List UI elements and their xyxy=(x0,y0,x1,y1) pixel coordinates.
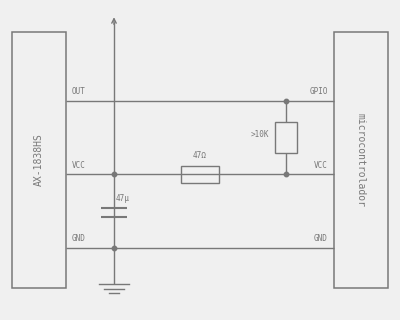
Text: GND: GND xyxy=(72,234,86,243)
Text: AX-1838HS: AX-1838HS xyxy=(34,133,44,187)
Text: VCC: VCC xyxy=(72,161,86,170)
Text: GND: GND xyxy=(314,234,328,243)
Bar xyxy=(12,32,66,288)
Text: GPIO: GPIO xyxy=(310,87,328,96)
Text: OUT: OUT xyxy=(72,87,86,96)
Text: VCC: VCC xyxy=(314,161,328,170)
Bar xyxy=(334,32,388,288)
Bar xyxy=(181,166,219,183)
Text: microcontrolador: microcontrolador xyxy=(356,113,366,207)
Bar xyxy=(275,123,297,153)
Text: 47μ: 47μ xyxy=(116,194,130,203)
Text: 47Ω: 47Ω xyxy=(193,151,207,160)
Text: >10K: >10K xyxy=(250,130,269,139)
